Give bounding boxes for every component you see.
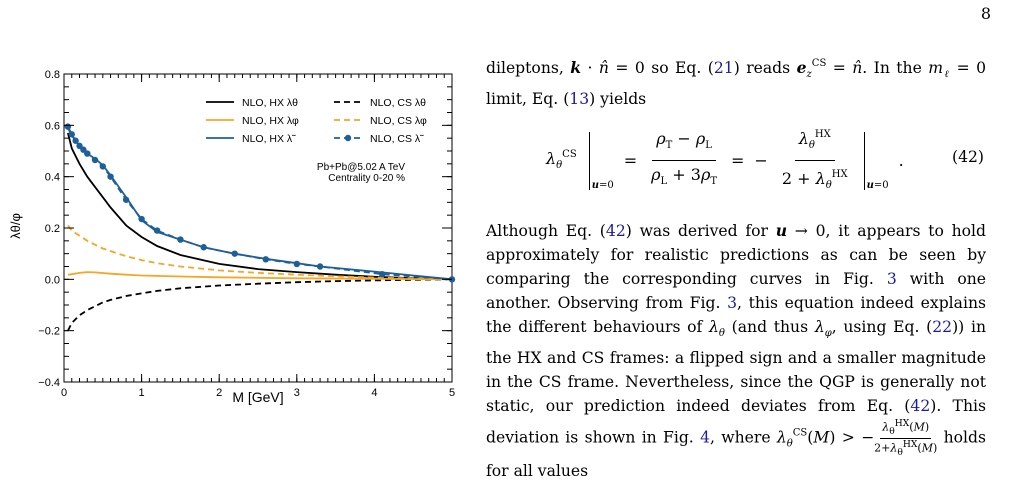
paragraph-1: dileptons, k · n̂ = 0 so Eq. (21) reads … bbox=[486, 58, 987, 108]
y-tick-label: 0.8 bbox=[45, 69, 60, 81]
x-tick-label: 4 bbox=[371, 387, 377, 399]
data-point bbox=[72, 137, 79, 144]
y-tick-label: −0.4 bbox=[38, 377, 60, 389]
legend-label-0: NLO, HX λθ bbox=[242, 97, 298, 109]
fig-ref-3b[interactable]: 3 bbox=[727, 294, 738, 312]
fig-ref-4[interactable]: 4 bbox=[700, 428, 710, 447]
data-point bbox=[84, 150, 91, 157]
annotation-line-1: Pb+Pb@5.02 A TeV bbox=[317, 162, 405, 173]
data-point bbox=[80, 146, 87, 153]
eq-ref-42[interactable]: 42 bbox=[605, 222, 626, 240]
data-point bbox=[91, 156, 99, 164]
data-point bbox=[76, 142, 83, 150]
chart-svg: 0 1 2 3 4 5 −0.4 −0.2 0.0 0.2 0.4 0.6 0.8 NLO, HX λθ… bbox=[8, 69, 456, 405]
equation-number: (42) bbox=[951, 148, 984, 166]
legend-label-3: NLO, CS λφ bbox=[370, 115, 427, 127]
series-line-1 bbox=[67, 278, 453, 332]
y-tick-label: 0.0 bbox=[45, 274, 60, 286]
eq-ref-22[interactable]: 22 bbox=[932, 318, 953, 336]
legend-label-2: NLO, HX λφ bbox=[242, 115, 299, 127]
legend-label-5: NLO, CS λ̃ bbox=[370, 133, 424, 145]
data-point bbox=[107, 173, 114, 180]
y-axis-label: λθ/φ bbox=[8, 213, 23, 239]
y-tick-label: 0.4 bbox=[45, 172, 60, 184]
text-column: dileptons, k · n̂ = 0 so Eq. (21) reads … bbox=[486, 52, 986, 483]
x-tick-label: 2 bbox=[216, 387, 222, 399]
x-tick-label: 3 bbox=[294, 387, 300, 399]
series-line-2 bbox=[67, 271, 453, 281]
series-line-3 bbox=[67, 224, 453, 281]
annotation-line-2: Centrality 0-20 % bbox=[328, 173, 405, 184]
x-tick-label: 1 bbox=[139, 387, 145, 399]
eq-ref-13[interactable]: 13 bbox=[569, 90, 590, 108]
data-point bbox=[231, 250, 238, 257]
figure: 0 1 2 3 4 5 −0.4 −0.2 0.0 0.2 0.4 0.6 0.8 NLO, HX λθ… bbox=[0, 0, 470, 434]
data-point bbox=[122, 196, 130, 203]
data-point bbox=[293, 260, 300, 268]
data-point bbox=[316, 263, 324, 270]
data-point bbox=[64, 123, 72, 130]
data-point bbox=[378, 271, 386, 278]
data-point bbox=[262, 256, 269, 263]
eq-ref-42b[interactable]: 42 bbox=[910, 397, 931, 415]
y-tick-label: −0.2 bbox=[38, 326, 60, 338]
x-axis-label: M [GeV] bbox=[232, 389, 283, 405]
y-tick-label: 0.6 bbox=[45, 120, 60, 132]
x-tick-label: 5 bbox=[449, 387, 455, 399]
equation-42: λθCS u=0 = ρT − ρL ρL + 3ρT = − λθHX 2 + λ… bbox=[486, 117, 986, 213]
legend-marker bbox=[344, 134, 352, 142]
data-point bbox=[99, 163, 107, 170]
eq-ref-21[interactable]: 21 bbox=[713, 59, 734, 77]
data-point bbox=[153, 227, 161, 234]
page-number: 8 bbox=[980, 4, 991, 23]
legend-label-1: NLO, CS λθ bbox=[370, 97, 426, 109]
series-line-5 bbox=[67, 126, 453, 281]
legend-label-4: NLO, HX λ̃ bbox=[242, 133, 296, 145]
y-tick-label: 0.2 bbox=[45, 223, 60, 235]
series-line-0 bbox=[67, 132, 453, 281]
data-point bbox=[138, 215, 145, 223]
data-point bbox=[68, 131, 75, 138]
data-point bbox=[200, 244, 207, 251]
fig-ref-3a[interactable]: 3 bbox=[886, 270, 897, 288]
data-point bbox=[177, 236, 184, 243]
series-line-4 bbox=[67, 127, 453, 281]
x-tick-label: 0 bbox=[61, 387, 67, 399]
paragraph-2: Although Eq. (42) was derived for u → 0,… bbox=[486, 221, 987, 480]
